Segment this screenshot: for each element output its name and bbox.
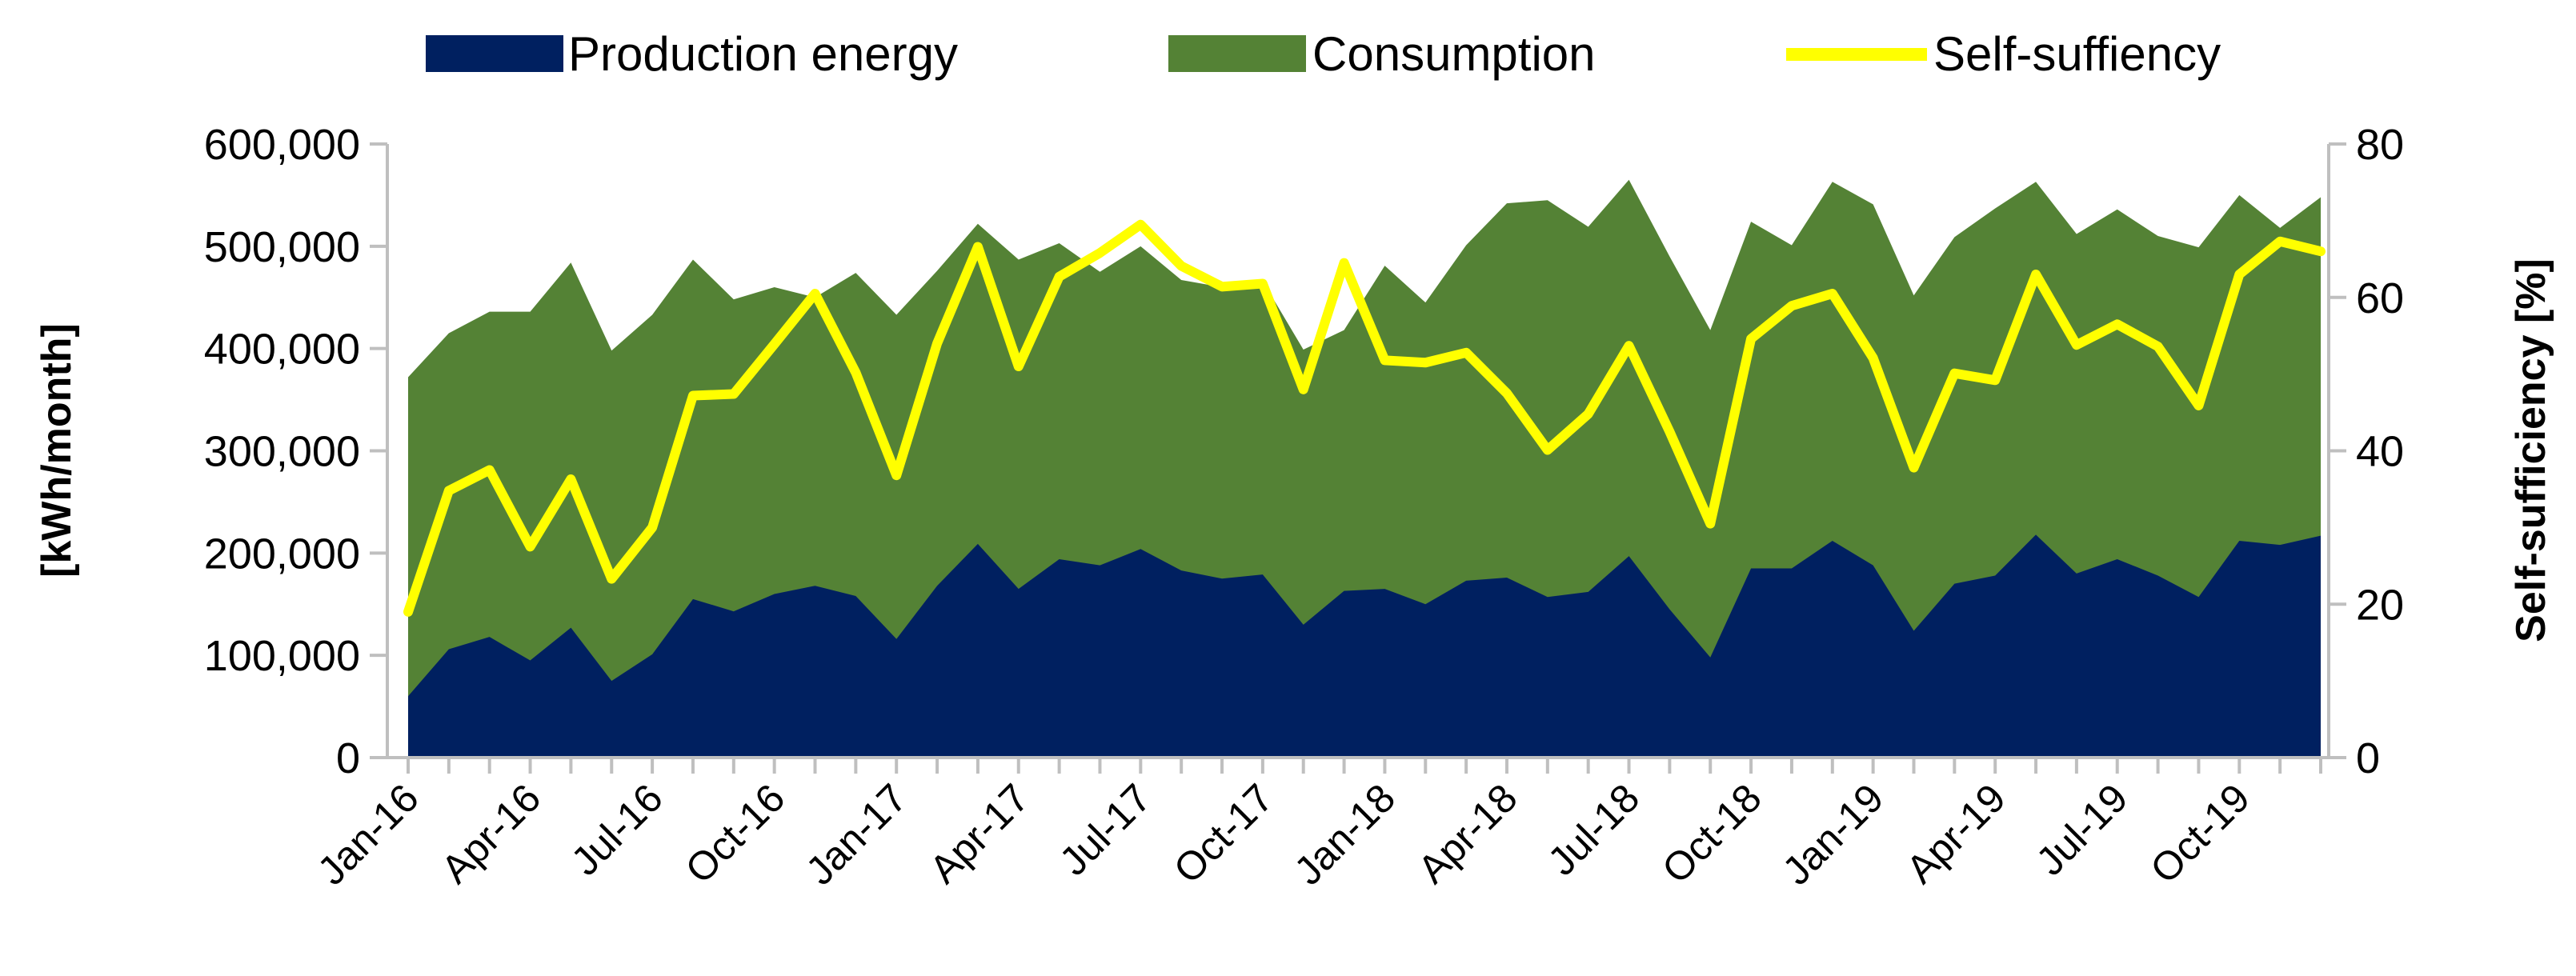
point-self-suffiency-oct-18 (1750, 338, 1752, 340)
point-self-suffiency-dec-16 (855, 372, 856, 374)
left-axis-title: [kWh/month] (34, 323, 80, 578)
point-self-suffiency-feb-17 (936, 342, 938, 344)
left-ticks: 0 100,000 200,000 300,000 400,000 500,000 600,… (204, 121, 387, 782)
x-tick-label: Jan-17 (797, 775, 915, 894)
x-tick-label: Apr-17 (921, 775, 1038, 892)
x-tick-label: Jul-16 (563, 775, 671, 884)
legend-label-production: Production energy (568, 27, 958, 81)
right-tick-label: 0 (2356, 734, 2380, 782)
left-tick-label: 500,000 (204, 223, 360, 271)
point-self-suffiency-jan-18 (1384, 359, 1385, 361)
point-self-suffiency-feb-16 (448, 490, 450, 491)
area-production-energy (408, 534, 2321, 758)
x-tick-label: Apr-18 (1409, 775, 1526, 892)
line-self-suffiency (403, 219, 2326, 617)
x-tick-label: Apr-16 (433, 775, 550, 892)
right-tick-label: 60 (2356, 274, 2404, 322)
right-tick-label: 20 (2356, 581, 2404, 629)
point-self-suffiency-aug-19 (2157, 346, 2159, 347)
x-tick-label: Apr-19 (1897, 775, 2014, 892)
point-self-suffiency-dec-18 (1832, 293, 1833, 294)
point-self-suffiency-apr-18 (1506, 393, 1508, 394)
area-layer (408, 179, 2321, 758)
legend-label-consumption: Consumption (1312, 27, 1596, 81)
x-tick-label: Jul-18 (1539, 775, 1648, 884)
point-self-suffiency-nov-17 (1303, 389, 1304, 390)
point-self-suffiency-jan-17 (895, 474, 897, 476)
left-tick-label: 200,000 (204, 530, 360, 578)
point-self-suffiency-may-17 (1059, 276, 1060, 278)
point-self-suffiency-apr-19 (1994, 379, 1996, 381)
point-self-suffiency-sep-17 (1221, 286, 1223, 287)
point-self-suffiency-jun-16 (611, 578, 612, 580)
point-self-suffiency-oct-17 (1262, 282, 1264, 284)
x-tick-label: Jan-16 (309, 775, 427, 894)
legend-label-selfsufficiency: Self-suffiency (1933, 27, 2221, 81)
x-tick-label: Jul-19 (2028, 775, 2137, 884)
point-self-suffiency-apr-17 (1018, 366, 1020, 367)
point-self-suffiency-aug-18 (1669, 431, 1670, 433)
point-self-suffiency-oct-16 (774, 343, 775, 345)
point-self-suffiency-jul-16 (651, 526, 653, 528)
x-tick-label: Jul-17 (1051, 775, 1160, 884)
left-tick-label: 400,000 (204, 326, 360, 374)
point-self-suffiency-sep-18 (1709, 523, 1711, 525)
x-tick-label: Jan-18 (1285, 775, 1404, 894)
point-self-suffiency-aug-16 (692, 394, 694, 396)
right-axis-title: Self-sufficiency [%] (2508, 258, 2554, 642)
point-self-suffiency-jun-19 (2076, 344, 2077, 346)
point-self-suffiency-mar-17 (977, 246, 979, 247)
right-tick-label: 80 (2356, 121, 2404, 169)
point-self-suffiency-mar-18 (1465, 352, 1467, 354)
point-self-suffiency-feb-19 (1913, 467, 1914, 469)
x-tick-label: Oct-18 (1653, 775, 1770, 892)
x-tick-label: Oct-16 (677, 775, 794, 892)
point-self-suffiency-feb-18 (1424, 362, 1426, 363)
point-self-suffiency-nov-19 (2279, 241, 2281, 242)
left-tick-label: 300,000 (204, 428, 360, 476)
x-tick-label: Oct-17 (1165, 775, 1282, 892)
left-tick-label: 100,000 (204, 632, 360, 680)
legend: Production energy Consumption Self-suffi… (426, 27, 2221, 81)
point-self-suffiency-jan-16 (407, 611, 409, 613)
right-ticks: 0 20 40 60 80 (2329, 121, 2404, 782)
point-self-suffiency-sep-19 (2197, 405, 2199, 406)
point-self-suffiency-dec-19 (2320, 250, 2322, 252)
line-layer (403, 219, 2326, 617)
x-ticks: Jan-16 Apr-16 Jul-16 Oct-16 Jan-17 Apr-17 Jul-… (309, 758, 2322, 894)
point-self-suffiency-mar-19 (1953, 373, 1955, 374)
left-tick-label: 0 (336, 734, 360, 782)
legend-swatch-consumption (1168, 35, 1306, 72)
legend-swatch-production (426, 35, 563, 72)
point-self-suffiency-jul-17 (1140, 224, 1141, 226)
x-tick-label: Oct-19 (2141, 775, 2258, 892)
x-tick-label: Jan-19 (1774, 775, 1893, 894)
right-tick-label: 40 (2356, 428, 2404, 476)
point-self-suffiency-apr-16 (530, 546, 531, 547)
left-tick-label: 600,000 (204, 121, 360, 169)
